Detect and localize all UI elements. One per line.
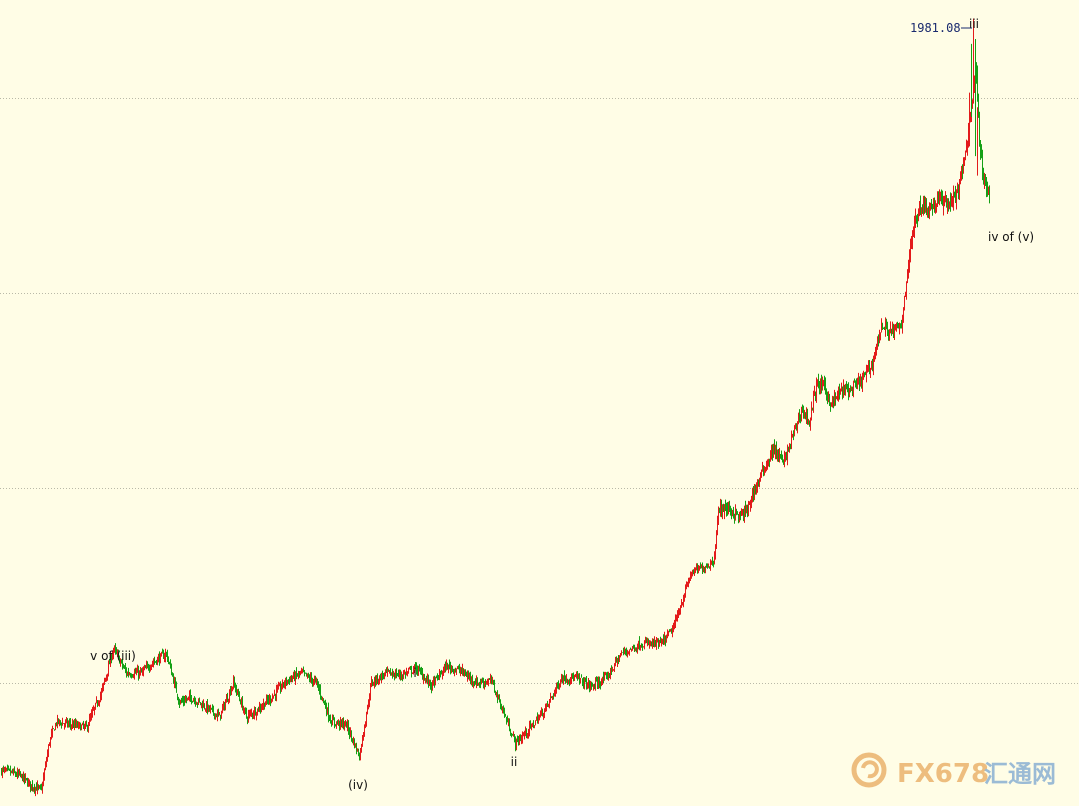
wave-label-1: (iv) bbox=[348, 778, 368, 792]
wave-label-2: i bbox=[413, 666, 416, 680]
fx678-logo-icon bbox=[851, 752, 887, 788]
gridlines bbox=[0, 98, 1079, 684]
watermark-brand: FX678 bbox=[897, 759, 989, 789]
wave-label-4: iii bbox=[969, 17, 979, 31]
candles bbox=[1, 18, 990, 797]
wave-label-0: v of (iii) bbox=[90, 649, 136, 663]
fx678-watermark: FX678 汇通网 bbox=[851, 752, 1056, 789]
price-tag: 1981.08 bbox=[910, 21, 972, 35]
watermark-cn: 汇通网 bbox=[984, 760, 1056, 788]
high-price-label: 1981.08 bbox=[910, 21, 961, 35]
wave-label-5: iv of (v) bbox=[988, 230, 1034, 244]
wave-label-3: ii bbox=[511, 755, 518, 769]
